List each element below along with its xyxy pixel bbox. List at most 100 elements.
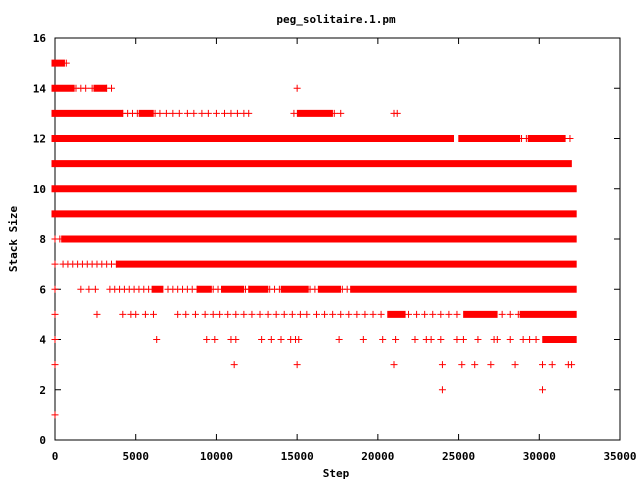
data-point bbox=[493, 336, 501, 343]
dense-point-band bbox=[387, 310, 406, 318]
dense-point-band bbox=[51, 210, 577, 218]
x-tick-label: 0 bbox=[52, 450, 59, 463]
data-point bbox=[453, 336, 461, 343]
data-point bbox=[145, 285, 153, 293]
data-point bbox=[232, 336, 240, 343]
data-point bbox=[337, 109, 345, 117]
data-point bbox=[539, 386, 547, 394]
dense-point-band bbox=[296, 109, 333, 117]
dense-point-band bbox=[527, 135, 566, 142]
x-axis-ticks: 0 5000 10000 15000 20000 25000 30000 35000 bbox=[52, 38, 637, 463]
data-point bbox=[427, 336, 435, 343]
dense-point-band bbox=[317, 285, 341, 293]
data-point bbox=[453, 310, 461, 318]
data-point bbox=[390, 361, 398, 369]
dense-point-band bbox=[458, 135, 521, 142]
data-point bbox=[487, 361, 495, 369]
chart-title: peg_solitaire.1.pm bbox=[276, 13, 396, 26]
data-point bbox=[272, 310, 280, 318]
data-point bbox=[539, 361, 547, 369]
data-point bbox=[214, 285, 222, 293]
x-axis-label: Step bbox=[323, 467, 350, 480]
data-point bbox=[91, 285, 99, 293]
data-point bbox=[209, 310, 217, 318]
data-point bbox=[458, 361, 466, 369]
data-point bbox=[321, 310, 329, 318]
dense-point-band bbox=[542, 336, 577, 343]
data-point bbox=[437, 310, 445, 318]
dense-point-band bbox=[138, 109, 154, 117]
data-point bbox=[275, 285, 283, 293]
data-point bbox=[212, 109, 220, 117]
data-point bbox=[295, 336, 303, 343]
x-tick-label: 10000 bbox=[200, 450, 233, 463]
data-point bbox=[411, 336, 419, 343]
data-point bbox=[311, 285, 319, 293]
data-point bbox=[459, 336, 467, 343]
dense-point-band bbox=[51, 109, 124, 117]
dense-point-band bbox=[463, 310, 498, 318]
data-point bbox=[233, 109, 241, 117]
dense-point-band bbox=[116, 260, 577, 268]
data-point bbox=[248, 310, 256, 318]
data-point bbox=[132, 310, 140, 318]
data-point bbox=[568, 361, 576, 369]
data-point bbox=[182, 310, 190, 318]
data-point bbox=[335, 336, 343, 343]
data-point bbox=[303, 310, 311, 318]
data-point bbox=[472, 135, 480, 142]
dense-point-band bbox=[51, 59, 65, 67]
data-point bbox=[361, 310, 369, 318]
data-point bbox=[112, 260, 120, 268]
data-point bbox=[532, 336, 540, 343]
x-tick-label: 25000 bbox=[442, 450, 475, 463]
data-point bbox=[393, 109, 401, 117]
data-point bbox=[211, 336, 219, 343]
data-point bbox=[108, 84, 115, 92]
data-point bbox=[413, 310, 421, 318]
data-point bbox=[191, 310, 199, 318]
data-point bbox=[296, 310, 304, 318]
data-point bbox=[51, 260, 59, 268]
data-point bbox=[198, 109, 206, 117]
dense-point-band bbox=[519, 310, 577, 318]
data-point bbox=[183, 109, 191, 117]
data-point bbox=[133, 109, 141, 117]
data-point bbox=[258, 336, 266, 343]
data-point bbox=[353, 310, 361, 318]
data-point bbox=[216, 310, 224, 318]
dense-point-band bbox=[51, 185, 577, 193]
data-point bbox=[369, 310, 377, 318]
data-points bbox=[51, 59, 577, 419]
data-point bbox=[359, 336, 367, 343]
data-point bbox=[392, 336, 400, 343]
data-point bbox=[82, 84, 90, 92]
dense-point-band bbox=[350, 285, 577, 293]
x-tick-label: 15000 bbox=[281, 450, 314, 463]
data-point bbox=[379, 336, 387, 343]
data-point bbox=[519, 336, 527, 343]
data-point bbox=[62, 59, 70, 67]
data-point bbox=[77, 285, 85, 293]
data-point bbox=[345, 310, 353, 318]
y-tick-label: 4 bbox=[39, 334, 46, 347]
data-point bbox=[51, 336, 59, 343]
dense-point-band bbox=[196, 285, 212, 293]
data-point bbox=[267, 336, 275, 343]
data-point bbox=[290, 109, 298, 117]
data-point bbox=[162, 109, 170, 117]
dense-point-band bbox=[61, 235, 577, 243]
x-tick-label: 30000 bbox=[523, 450, 556, 463]
y-tick-label: 0 bbox=[39, 434, 46, 447]
data-point bbox=[445, 310, 453, 318]
y-tick-label: 10 bbox=[33, 183, 46, 196]
data-point bbox=[329, 310, 337, 318]
x-tick-label: 5000 bbox=[122, 450, 149, 463]
data-point bbox=[514, 310, 522, 318]
data-point bbox=[293, 361, 301, 369]
data-point bbox=[51, 310, 59, 318]
dense-point-band bbox=[248, 285, 269, 293]
dense-point-band bbox=[93, 84, 107, 92]
data-point bbox=[232, 310, 240, 318]
data-point bbox=[221, 109, 228, 117]
